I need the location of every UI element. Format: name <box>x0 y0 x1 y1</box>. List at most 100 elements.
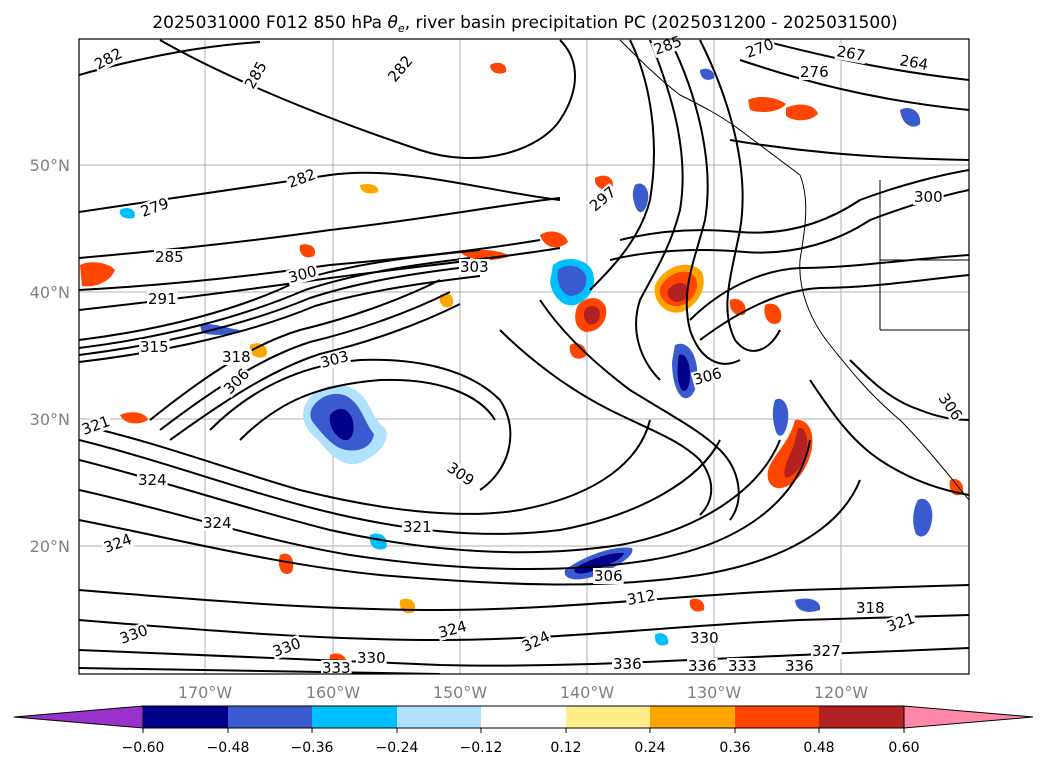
contour-label-bg <box>690 364 725 389</box>
figure-title: 2025031000 F012 850 hPa θe, river basin … <box>152 13 897 35</box>
contour-label: 333 <box>322 659 351 677</box>
contour-label-bg <box>78 412 113 439</box>
contour-label-bg <box>518 627 554 656</box>
colorbar-tick-label: −0.36 <box>291 740 334 756</box>
contour-label-bg <box>269 634 304 661</box>
colorbar-segment <box>819 706 904 728</box>
contour-label: 330 <box>690 629 719 647</box>
lat-label: 20°N <box>30 537 70 556</box>
contour-label-bg <box>147 291 178 307</box>
contour-label-bg <box>221 349 252 365</box>
precip-pos-blob-19 <box>249 343 267 358</box>
gridlines <box>79 39 969 674</box>
contour-label: 315 <box>140 338 169 356</box>
contour-label-bg <box>727 658 758 674</box>
coastline-alaska-bc <box>619 39 801 176</box>
colorbar-tick-label: 0.36 <box>719 740 750 756</box>
contour-line <box>79 647 969 667</box>
colorbar-extend-low <box>13 705 144 729</box>
precip-pos-blob-1c <box>667 282 689 302</box>
contour-label-bg <box>742 35 777 62</box>
coastlines <box>619 39 969 501</box>
contour-label-bg <box>402 519 433 535</box>
precip-neg-blob-6 <box>772 398 789 436</box>
precip-pos-blob-4 <box>80 262 115 287</box>
lon-label: 160°W <box>306 683 361 702</box>
colorbar-segment <box>228 706 312 728</box>
precip-neg-blob-2b <box>557 265 587 296</box>
contour-label-bg <box>593 568 624 584</box>
colorbar-segment <box>397 706 481 728</box>
colorbar-tick-label: 0.60 <box>888 740 919 756</box>
colorbar-tick-label: −0.12 <box>460 740 503 756</box>
contour-label-bg <box>913 189 944 205</box>
map-background <box>79 39 969 674</box>
contour-line <box>539 299 740 521</box>
contour-label-bg <box>241 57 271 93</box>
precip-neg-blob-5 <box>913 498 933 537</box>
contour-line <box>739 59 969 111</box>
contour-line <box>635 39 684 381</box>
contour-line <box>149 279 441 421</box>
contour-label: 300 <box>914 188 943 206</box>
lon-label: 140°W <box>560 683 615 702</box>
contour-line <box>159 291 451 431</box>
contour-label: 264 <box>898 51 929 74</box>
contour-line <box>619 169 969 241</box>
state-borders <box>879 180 969 331</box>
precip-pos-blob-13 <box>278 553 294 575</box>
contour-line <box>589 39 655 291</box>
contour-label: 318 <box>856 599 885 617</box>
contour-label-bg <box>321 660 352 676</box>
contour-label: 336 <box>688 657 717 675</box>
precip-pos-blob-10 <box>764 303 782 325</box>
contour-label: 327 <box>812 642 841 660</box>
contour-line <box>79 239 541 291</box>
precip-pos-blob-7 <box>540 231 568 248</box>
colorbar-segment <box>143 706 228 728</box>
contour-label-bg <box>443 458 478 490</box>
contour-label-bg <box>285 262 320 287</box>
contour-label-bg <box>384 51 417 86</box>
contour-label-bg <box>202 515 233 531</box>
lat-label: 40°N <box>30 283 70 302</box>
contour-label-bg <box>784 658 815 674</box>
contour-line <box>79 439 781 554</box>
contour-label: 312 <box>626 586 657 609</box>
contour-line <box>699 39 781 352</box>
precip-neg-blob-8 <box>632 183 649 213</box>
precip-shading <box>80 62 964 670</box>
precip-pos-blob-5 <box>748 97 786 112</box>
contour-label-bg <box>855 600 886 616</box>
precip-pos-blob-11 <box>729 298 746 316</box>
contour-label: 336 <box>613 655 642 673</box>
contour-label-bg <box>137 194 172 221</box>
precip-neg-blob-14 <box>654 633 669 646</box>
colorbar-tick-label: 0.12 <box>550 740 581 756</box>
contour-label-bg <box>220 364 254 398</box>
contour-label: 291 <box>148 290 177 308</box>
coastline-west-us <box>799 174 969 501</box>
contour-label-bg <box>883 609 918 636</box>
lon-label: 150°W <box>433 683 488 702</box>
contour-label-bg <box>317 347 352 372</box>
precip-pos-blob-6 <box>786 104 818 121</box>
colorbar-extend-high <box>903 705 1034 729</box>
precip-pos-blob-9 <box>569 343 587 359</box>
contour-label: 324 <box>203 514 232 532</box>
colorbar-frame <box>142 705 905 729</box>
precip-pos-blob-3b <box>784 427 808 478</box>
contour-label-bg <box>811 643 842 659</box>
lat-label: 30°N <box>30 410 70 429</box>
contour-line <box>729 139 969 161</box>
colorbar-segment <box>735 706 819 728</box>
contour-line <box>209 358 512 491</box>
contour-label: 285 <box>155 248 184 266</box>
contour-label-bg <box>687 658 718 674</box>
precip-pos-blob-18 <box>689 598 705 612</box>
contour-label-bg <box>356 650 387 666</box>
colorbar-ticks <box>142 728 905 733</box>
precip-neg-blob-4b <box>574 552 624 574</box>
precip-neg-blob-3b <box>677 354 690 391</box>
contour-label: 276 <box>800 63 829 81</box>
